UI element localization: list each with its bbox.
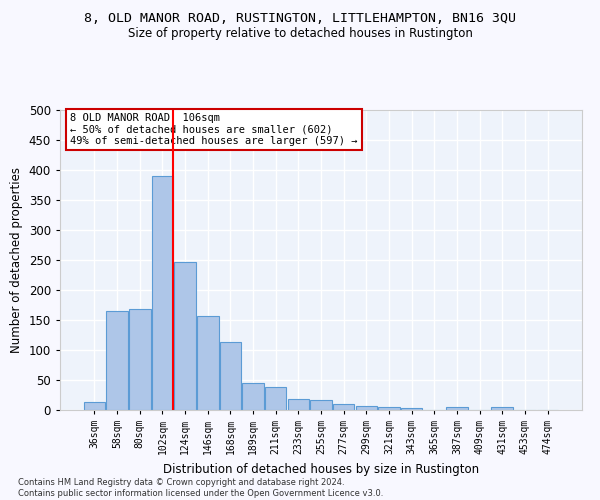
Bar <box>310 400 332 410</box>
Text: Contains HM Land Registry data © Crown copyright and database right 2024.
Contai: Contains HM Land Registry data © Crown c… <box>18 478 383 498</box>
Bar <box>197 316 218 410</box>
Bar <box>242 383 264 410</box>
Bar <box>106 311 128 410</box>
Bar <box>84 402 105 410</box>
Bar <box>175 262 196 410</box>
Bar <box>491 407 513 410</box>
Bar <box>129 309 151 410</box>
Text: 8, OLD MANOR ROAD, RUSTINGTON, LITTLEHAMPTON, BN16 3QU: 8, OLD MANOR ROAD, RUSTINGTON, LITTLEHAM… <box>84 12 516 26</box>
Bar <box>446 407 467 410</box>
Text: Size of property relative to detached houses in Rustington: Size of property relative to detached ho… <box>128 28 472 40</box>
Y-axis label: Number of detached properties: Number of detached properties <box>10 167 23 353</box>
Bar <box>401 408 422 410</box>
Bar <box>220 342 241 410</box>
Bar <box>333 404 355 410</box>
Bar <box>152 176 173 410</box>
Text: 8 OLD MANOR ROAD: 106sqm
← 50% of detached houses are smaller (602)
49% of semi-: 8 OLD MANOR ROAD: 106sqm ← 50% of detach… <box>70 113 358 146</box>
Bar <box>356 406 377 410</box>
Bar <box>287 398 309 410</box>
X-axis label: Distribution of detached houses by size in Rustington: Distribution of detached houses by size … <box>163 462 479 475</box>
Bar <box>378 407 400 410</box>
Bar <box>265 386 286 410</box>
